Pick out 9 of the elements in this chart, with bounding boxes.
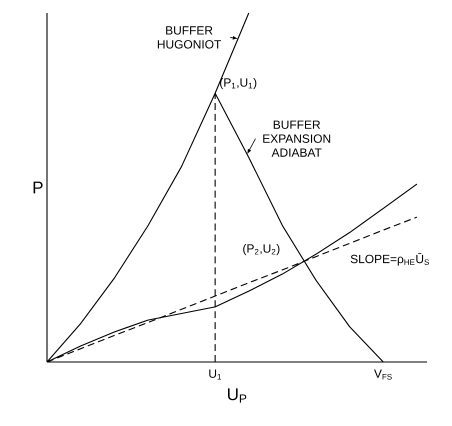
y-axis-title: P — [34, 182, 43, 194]
series-label: SLOPE=ρ$_{HE}$Ū$_{S}$ — [350, 253, 429, 266]
legend-label: BUFFER HUGONIOT — [158, 26, 222, 49]
x-axis-title: U$_{P}$ — [228, 388, 246, 403]
series-label: BUFFER EXPANSION ADIABAT — [263, 120, 330, 157]
annotation: (P$_{1}$,U$_{1}$) — [220, 78, 256, 90]
annotation: (P$_{2}$,U$_{2}$) — [243, 244, 280, 256]
x-tick-label: U$_{1}$ — [209, 370, 222, 380]
x-tick-label: V$_{FS}$ — [374, 370, 392, 380]
